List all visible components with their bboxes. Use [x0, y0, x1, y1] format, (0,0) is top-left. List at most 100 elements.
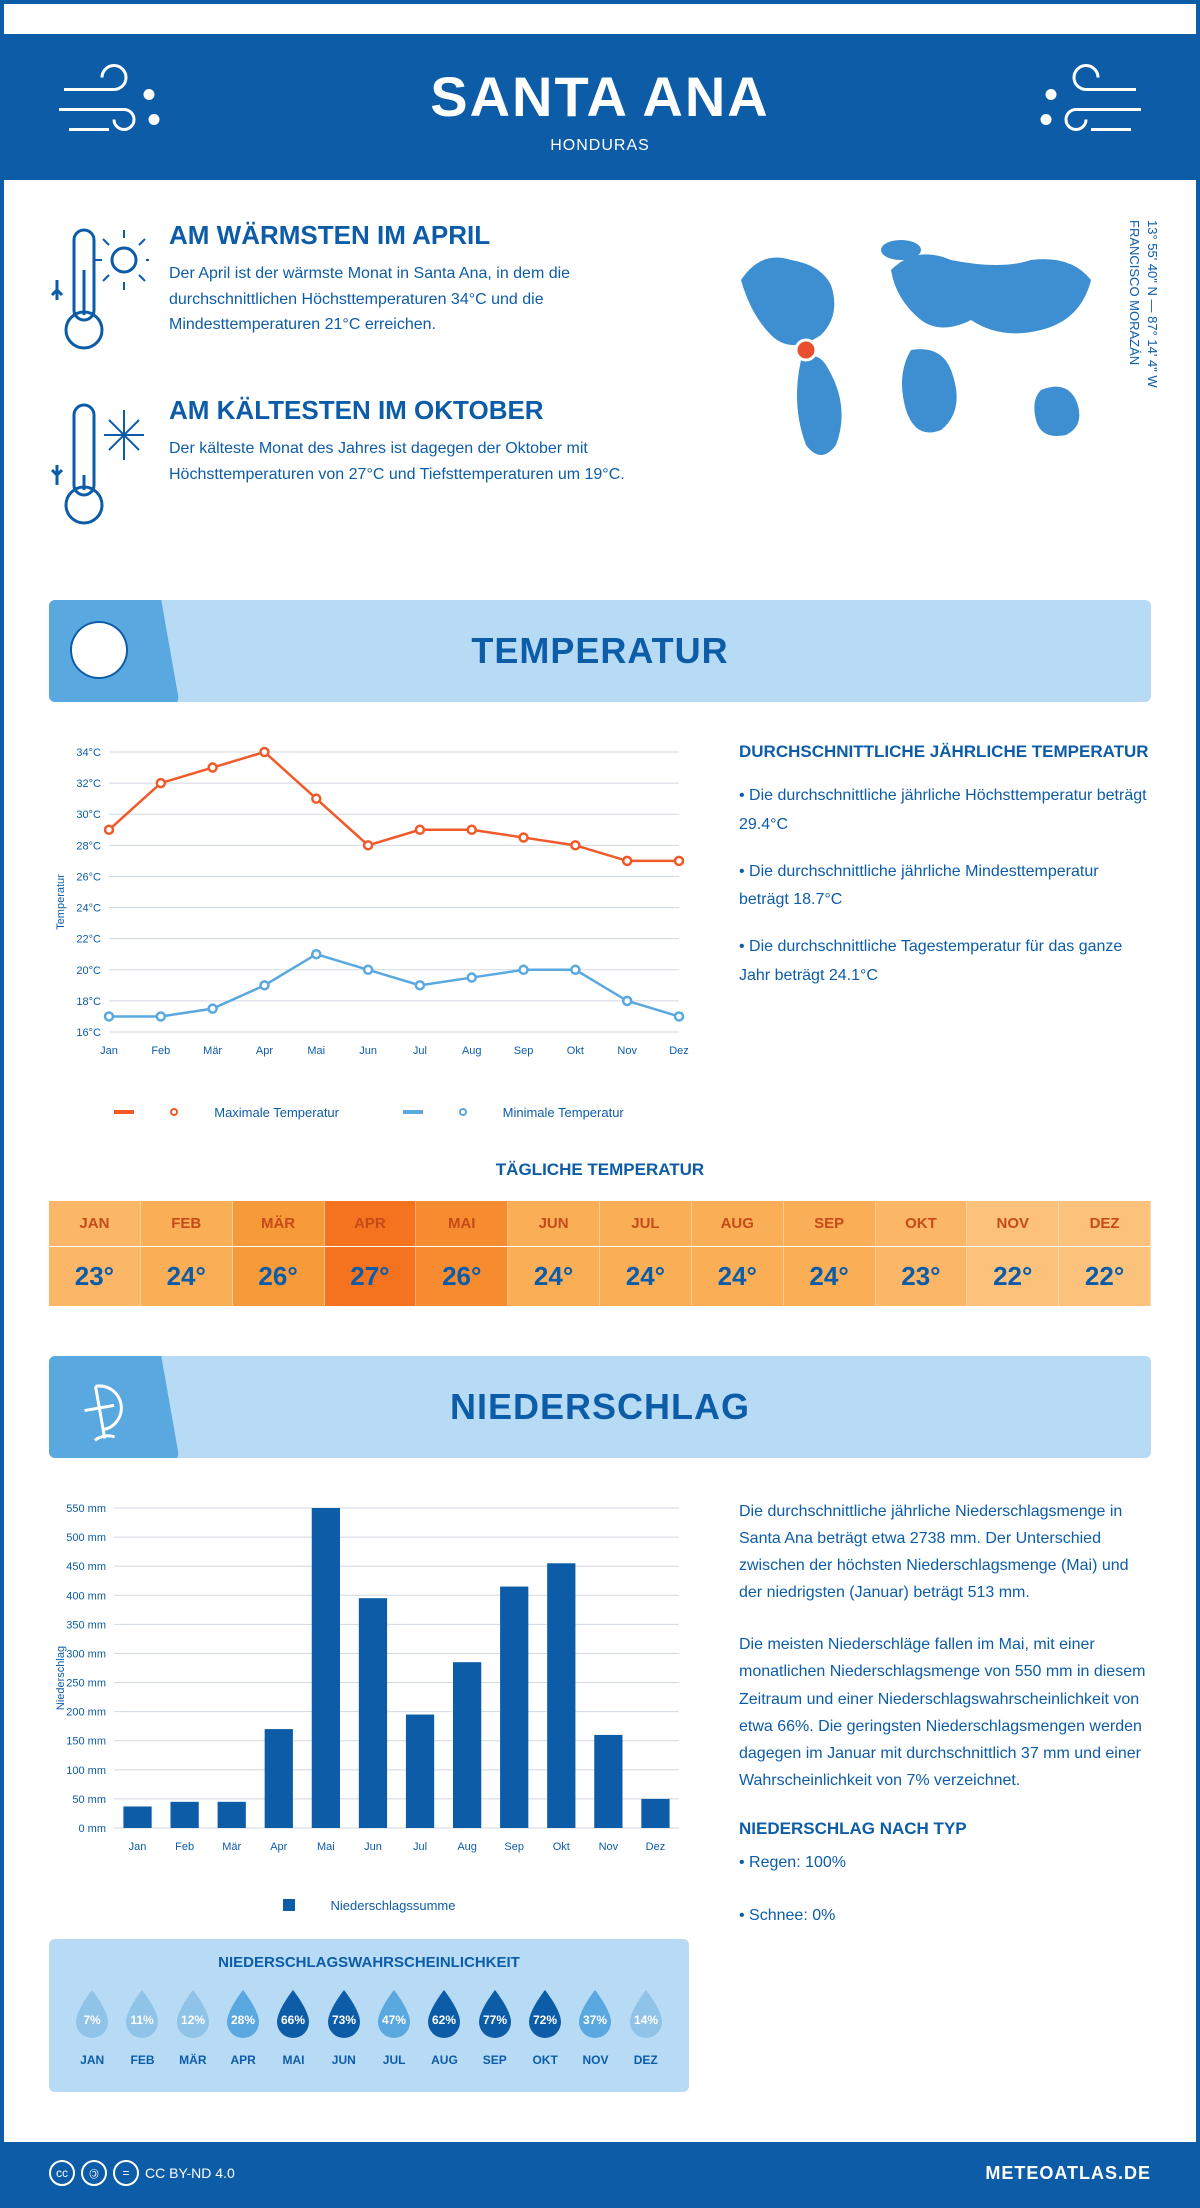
svg-text:66%: 66%: [281, 2013, 305, 2027]
svg-text:Mär: Mär: [203, 1045, 222, 1057]
daily-temp-months: JANFEBMÄRAPRMAIJUNJULAUGSEPOKTNOVDEZ: [49, 1200, 1151, 1246]
temperature-chart: 16°C18°C20°C22°C24°C26°C28°C30°C32°C34°C…: [49, 742, 689, 1082]
prob-drop: 28%APR: [220, 1986, 266, 2067]
svg-text:Jun: Jun: [359, 1045, 377, 1057]
prob-drop: 37%NOV: [572, 1986, 618, 2067]
warmest-title: AM WÄRMSTEN IM APRIL: [169, 220, 671, 251]
warmest-block: AM WÄRMSTEN IM APRIL Der April ist der w…: [49, 220, 671, 365]
svg-text:Jun: Jun: [364, 1841, 382, 1853]
svg-text:Apr: Apr: [270, 1841, 287, 1853]
svg-text:200 mm: 200 mm: [66, 1706, 106, 1718]
svg-text:62%: 62%: [432, 2013, 456, 2027]
temp-stat: • Die durchschnittliche jährliche Höchst…: [739, 782, 1151, 840]
world-map: [711, 220, 1131, 480]
svg-text:Mär: Mär: [222, 1841, 241, 1853]
prob-drop: 12%MÄR: [170, 1986, 216, 2067]
svg-text:Jul: Jul: [413, 1841, 427, 1853]
svg-text:0 mm: 0 mm: [79, 1823, 107, 1835]
precip-type-snow: • Schnee: 0%: [739, 1902, 1151, 1929]
svg-text:11%: 11%: [131, 2013, 155, 2027]
svg-text:32°C: 32°C: [76, 778, 101, 790]
svg-text:Okt: Okt: [567, 1045, 584, 1057]
svg-text:72%: 72%: [533, 2013, 557, 2027]
precip-section-head: NIEDERSCHLAG: [49, 1356, 1151, 1458]
prob-drop: 47%JUL: [371, 1986, 417, 2067]
svg-text:Dez: Dez: [669, 1045, 689, 1057]
svg-text:50 mm: 50 mm: [72, 1793, 106, 1805]
svg-text:100 mm: 100 mm: [66, 1764, 106, 1776]
svg-text:Aug: Aug: [462, 1045, 482, 1057]
svg-text:Temperatur: Temperatur: [55, 874, 67, 930]
precip-probability: NIEDERSCHLAGSWAHRSCHEINLICHKEIT 7%JAN11%…: [49, 1939, 689, 2092]
prob-drop: 72%OKT: [522, 1986, 568, 2067]
temperature-stats-title: DURCHSCHNITTLICHE JÄHRLICHE TEMPERATUR: [739, 742, 1151, 762]
svg-text:28%: 28%: [231, 2013, 255, 2027]
svg-text:7%: 7%: [83, 2013, 101, 2027]
svg-text:Niederschlag: Niederschlag: [55, 1645, 67, 1709]
svg-text:Mai: Mai: [307, 1045, 325, 1057]
daily-temp-title: TÄGLICHE TEMPERATUR: [49, 1160, 1151, 1180]
wind-icon: [54, 60, 174, 155]
temp-stat: • Die durchschnittliche jährliche Mindes…: [739, 858, 1151, 916]
prob-drop: 62%AUG: [421, 1986, 467, 2067]
coldest-text: Der kälteste Monat des Jahres ist dagege…: [169, 436, 671, 487]
prob-drop: 77%SEP: [472, 1986, 518, 2067]
footer: cc🄯= CC BY-ND 4.0 METEOATLAS.DE: [4, 2142, 1196, 2204]
daily-temp-values: 23°24°26°27°26°24°24°24°24°23°22°22°: [49, 1246, 1151, 1306]
svg-text:30°C: 30°C: [76, 809, 101, 821]
page-title: SANTA ANA: [4, 64, 1196, 129]
svg-text:Mai: Mai: [317, 1841, 335, 1853]
precip-chart: 0 mm50 mm100 mm150 mm200 mm250 mm300 mm3…: [49, 1498, 689, 1878]
svg-text:Sep: Sep: [504, 1841, 524, 1853]
site-name: METEOATLAS.DE: [985, 2163, 1151, 2184]
svg-text:550 mm: 550 mm: [66, 1503, 106, 1515]
svg-text:26°C: 26°C: [76, 871, 101, 883]
svg-text:Nov: Nov: [617, 1045, 637, 1057]
temperature-section-head: TEMPERATUR: [49, 600, 1151, 702]
header: SANTA ANA HONDURAS: [4, 34, 1196, 180]
svg-text:Jan: Jan: [129, 1841, 147, 1853]
svg-text:47%: 47%: [382, 2013, 406, 2027]
coldest-block: AM KÄLTESTEN IM OKTOBER Der kälteste Mon…: [49, 395, 671, 540]
prob-drop: 7%JAN: [69, 1986, 115, 2067]
svg-text:12%: 12%: [181, 2013, 205, 2027]
svg-text:Sep: Sep: [514, 1045, 534, 1057]
svg-text:77%: 77%: [483, 2013, 507, 2027]
svg-text:Nov: Nov: [599, 1841, 619, 1853]
svg-text:34°C: 34°C: [76, 747, 101, 759]
country: HONDURAS: [4, 137, 1196, 155]
svg-text:Feb: Feb: [175, 1841, 194, 1853]
coldest-title: AM KÄLTESTEN IM OKTOBER: [169, 395, 671, 426]
svg-text:Apr: Apr: [256, 1045, 273, 1057]
temp-stat: • Die durchschnittliche Tagestemperatur …: [739, 933, 1151, 991]
svg-text:73%: 73%: [332, 2013, 356, 2027]
svg-text:Jul: Jul: [413, 1045, 427, 1057]
svg-text:300 mm: 300 mm: [66, 1648, 106, 1660]
warmest-text: Der April ist der wärmste Monat in Santa…: [169, 261, 671, 338]
precip-text-1: Die durchschnittliche jährliche Niedersc…: [739, 1498, 1151, 1607]
precip-type-title: NIEDERSCHLAG NACH TYP: [739, 1819, 1151, 1839]
svg-text:250 mm: 250 mm: [66, 1677, 106, 1689]
prob-drop: 11%FEB: [119, 1986, 165, 2067]
wind-icon: [1026, 60, 1146, 155]
svg-text:22°C: 22°C: [76, 934, 101, 946]
svg-text:14%: 14%: [634, 2013, 658, 2027]
svg-text:Jan: Jan: [100, 1045, 118, 1057]
svg-text:37%: 37%: [583, 2013, 607, 2027]
license: cc🄯= CC BY-ND 4.0: [49, 2160, 235, 2186]
svg-text:500 mm: 500 mm: [66, 1532, 106, 1544]
prob-drop: 14%DEZ: [623, 1986, 669, 2067]
coordinates: 13° 55' 40" N — 87° 14' 4" WFRANCISCO MO…: [1125, 220, 1161, 388]
svg-text:20°C: 20°C: [76, 965, 101, 977]
prob-drop: 66%MAI: [270, 1986, 316, 2067]
svg-text:16°C: 16°C: [76, 1027, 101, 1039]
svg-text:400 mm: 400 mm: [66, 1590, 106, 1602]
precip-type-rain: • Regen: 100%: [739, 1849, 1151, 1876]
precip-legend: Niederschlagssumme: [49, 1898, 689, 1915]
svg-text:450 mm: 450 mm: [66, 1561, 106, 1573]
temperature-legend: Maximale Temperatur Minimale Temperatur: [49, 1102, 689, 1120]
svg-text:28°C: 28°C: [76, 840, 101, 852]
svg-text:Dez: Dez: [646, 1841, 666, 1853]
svg-text:Feb: Feb: [151, 1045, 170, 1057]
svg-text:24°C: 24°C: [76, 903, 101, 915]
